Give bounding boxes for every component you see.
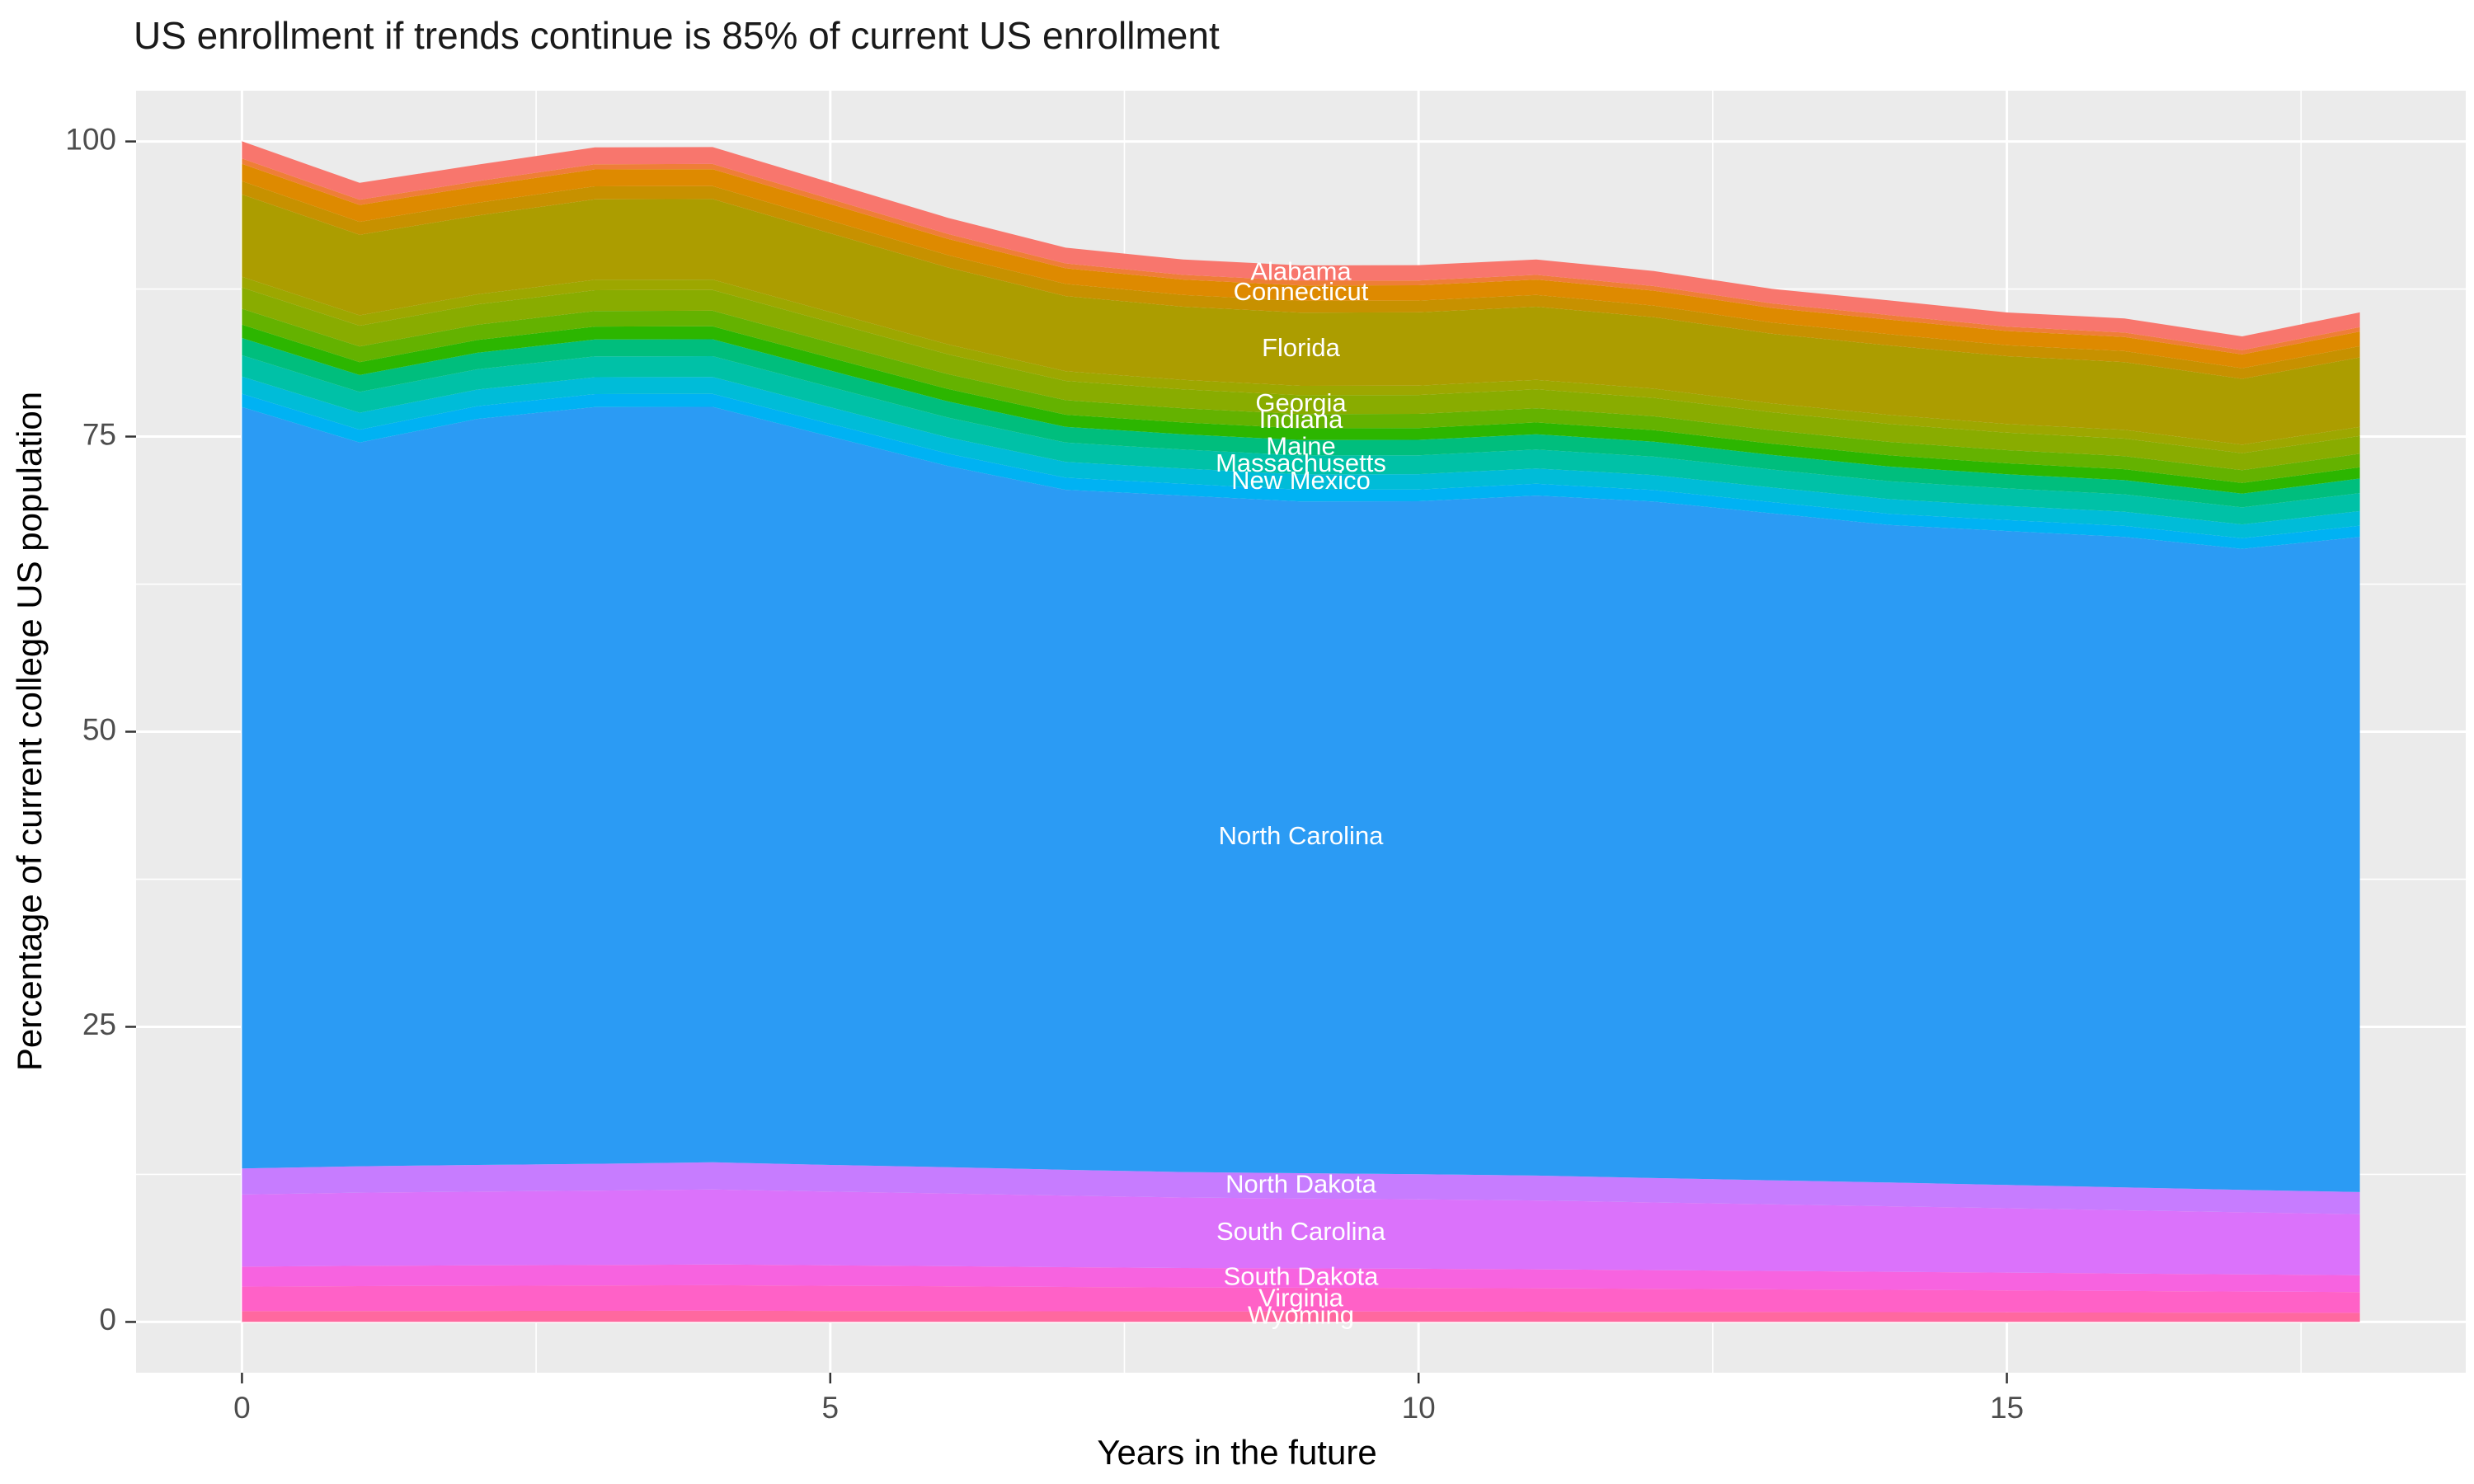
x-tick-label: 15 (1990, 1391, 2024, 1425)
series-label-south-carolina: South Carolina (1216, 1217, 1386, 1246)
series-label-connecticut: Connecticut (1234, 277, 1369, 306)
area-south-dakota (242, 1264, 2360, 1293)
series-label-maine: Maine (1266, 431, 1335, 460)
x-tick-label: 10 (1402, 1391, 1436, 1425)
area-north-dakota (242, 1162, 2360, 1214)
y-tick-label: 75 (82, 417, 116, 451)
area-band (242, 276, 2360, 453)
area-maine (242, 338, 2360, 508)
area-band (242, 324, 2360, 494)
area-band (242, 393, 2360, 549)
area-virginia (242, 1284, 2360, 1313)
area-south-carolina (242, 1189, 2360, 1275)
series-label-indiana: Indiana (1259, 405, 1343, 434)
series-label-massachusetts: Massachusetts (1216, 448, 1386, 477)
area-florida (242, 194, 2360, 445)
x-axis-title: Years in the future (1097, 1433, 1377, 1472)
series-label-alabama: Alabama (1250, 256, 1352, 285)
chart-title: US enrollment if trends continue is 85% … (134, 14, 1220, 57)
area-georgia (242, 287, 2360, 471)
x-tick-label: 5 (822, 1391, 840, 1425)
area-alabama (242, 141, 2360, 350)
y-tick-label: 25 (82, 1007, 116, 1041)
area-massachusetts (242, 355, 2360, 525)
series-label-north-dakota: North Dakota (1225, 1170, 1376, 1199)
area-north-carolina (242, 406, 2360, 1192)
y-tick-label: 100 (65, 122, 116, 156)
series-label-wyoming: Wyoming (1248, 1300, 1354, 1329)
y-tick-label: 50 (82, 712, 116, 746)
area-connecticut (242, 163, 2360, 369)
y-tick-label: 0 (99, 1303, 116, 1336)
y-axis-title: Percentage of current college US populat… (10, 391, 49, 1072)
series-label-north-carolina: North Carolina (1219, 821, 1385, 850)
series-label-georgia: Georgia (1255, 388, 1347, 417)
series-label-new-mexico: New Mexico (1231, 466, 1371, 495)
series-label-virginia: Virginia (1258, 1284, 1344, 1313)
x-tick-label: 0 (233, 1391, 251, 1425)
area-band (242, 181, 2360, 379)
series-label-florida: Florida (1262, 333, 1341, 362)
series-label-south-dakota: South Dakota (1224, 1261, 1380, 1290)
area-new-mexico (242, 376, 2360, 538)
area-wyoming (242, 1310, 2360, 1322)
area-indiana (242, 308, 2360, 483)
